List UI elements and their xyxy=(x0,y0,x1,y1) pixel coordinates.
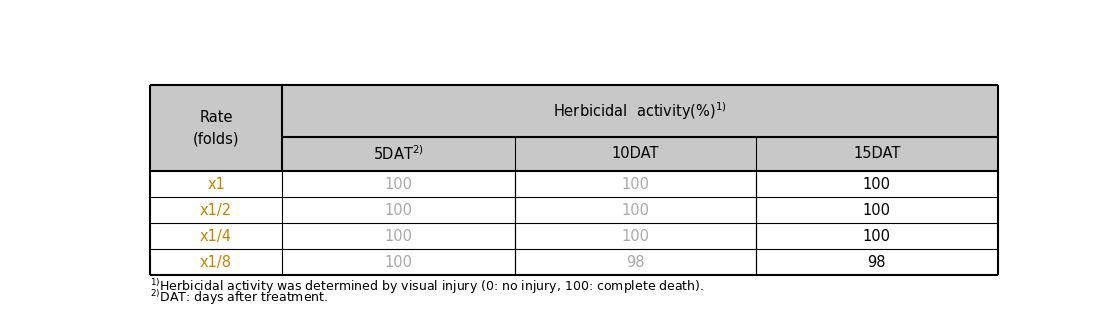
Bar xyxy=(515,249,756,276)
Text: 100: 100 xyxy=(862,203,890,218)
Text: x1/4: x1/4 xyxy=(200,229,232,244)
Bar xyxy=(150,223,282,249)
Bar xyxy=(150,171,282,197)
Bar xyxy=(756,171,998,197)
Bar xyxy=(282,197,515,223)
Text: 100: 100 xyxy=(384,255,412,270)
Bar xyxy=(756,137,998,171)
Bar xyxy=(282,171,515,197)
Text: 100: 100 xyxy=(384,203,412,218)
Text: 98: 98 xyxy=(626,255,645,270)
Text: x1: x1 xyxy=(207,177,225,192)
Text: 100: 100 xyxy=(622,177,650,192)
Text: 100: 100 xyxy=(862,229,890,244)
Bar xyxy=(515,197,756,223)
Bar xyxy=(756,223,998,249)
Bar xyxy=(150,249,282,276)
Bar xyxy=(756,249,998,276)
Text: 100: 100 xyxy=(384,177,412,192)
Text: Rate
(folds): Rate (folds) xyxy=(193,110,240,147)
Bar xyxy=(515,223,756,249)
Text: 15DAT: 15DAT xyxy=(853,146,900,161)
Bar xyxy=(282,137,515,171)
Text: x1/8: x1/8 xyxy=(200,255,232,270)
Bar xyxy=(150,85,282,171)
Bar xyxy=(282,85,998,137)
Text: 5DAT$^{2)}$: 5DAT$^{2)}$ xyxy=(373,145,423,163)
Text: 100: 100 xyxy=(862,177,890,192)
Text: Herbicidal  activity(%)$^{1)}$: Herbicidal activity(%)$^{1)}$ xyxy=(552,100,727,122)
Text: $^{2)}$DAT: days after treatment.: $^{2)}$DAT: days after treatment. xyxy=(150,288,328,307)
Text: x1/2: x1/2 xyxy=(200,203,232,218)
Bar xyxy=(515,171,756,197)
Text: 98: 98 xyxy=(868,255,886,270)
Bar xyxy=(150,197,282,223)
Text: 10DAT: 10DAT xyxy=(612,146,660,161)
Bar xyxy=(756,197,998,223)
Bar xyxy=(515,137,756,171)
Text: 100: 100 xyxy=(622,203,650,218)
Text: $^{1)}$Herbicidal activity was determined by visual injury (0: no injury, 100: c: $^{1)}$Herbicidal activity was determine… xyxy=(150,277,704,296)
Text: 100: 100 xyxy=(384,229,412,244)
Bar xyxy=(282,249,515,276)
Bar xyxy=(282,223,515,249)
Text: 100: 100 xyxy=(622,229,650,244)
